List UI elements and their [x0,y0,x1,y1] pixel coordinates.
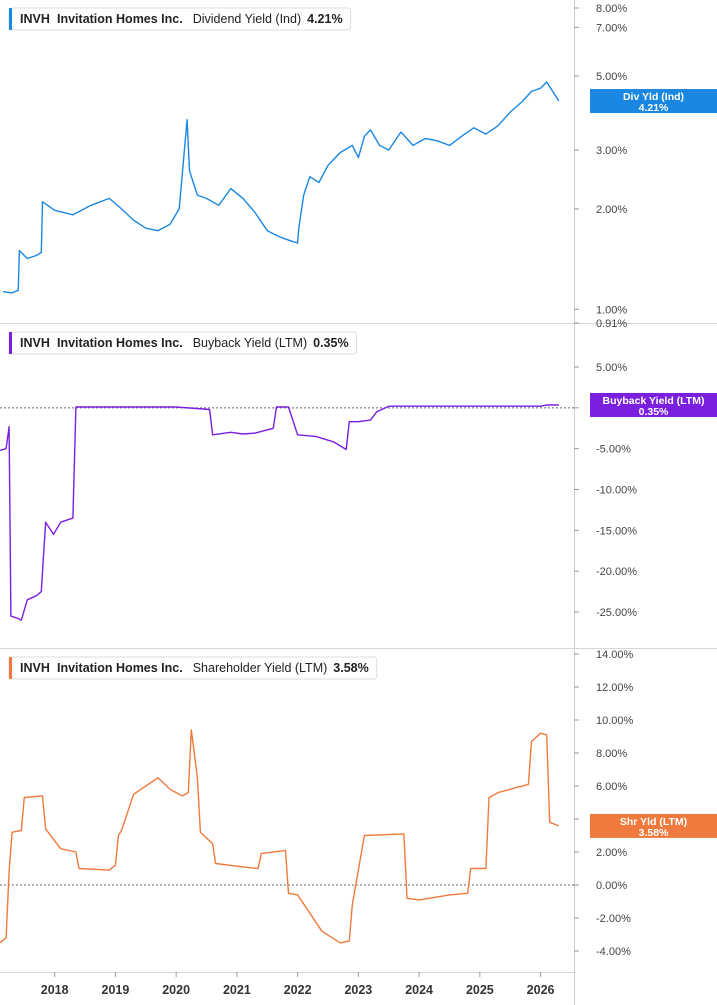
x-tick-label: 2024 [405,983,433,997]
x-tick-label: 2018 [41,983,69,997]
legend-ticker: INVH [20,12,50,26]
panel-dividend-yield: 8.00%7.00%5.00%3.00%2.00%1.00%0.91%INVH I… [2,3,717,330]
y-tick-label: 0.91% [596,318,627,330]
y-tick-label: 8.00% [596,748,627,760]
legend-metric: Shareholder Yield (LTM) [193,661,328,675]
y-tick-label: 2.00% [596,847,627,859]
legend-ticker: INVH [20,336,50,350]
x-tick-label: 2023 [344,983,372,997]
y-tick-label: 12.00% [596,682,634,694]
legend-buyback-yield: INVH Invitation Homes Inc. Buyback Yield (… [8,331,358,355]
y-tick-label: -2.00% [596,913,631,925]
value-badge-value: 0.35% [639,406,669,418]
value-badge-buyback-yield: Buyback Yield (LTM)0.35% [590,392,717,418]
legend-dividend-yield: INVH Invitation Homes Inc. Dividend Yield … [8,7,352,31]
y-tick-label: 1.00% [596,304,627,316]
legend-value: 3.58% [333,661,368,675]
x-axis: 2018 2019 2020 2021 2022 2023 2024 2025 2026 [41,972,555,997]
y-tick-label: -5.00% [596,444,631,456]
value-badge-label: Shr Yld (LTM) [620,816,687,828]
legend-color-swatch [9,8,12,30]
y-tick-label: -25.00% [596,607,637,619]
y-tick-label: -10.00% [596,485,637,497]
y-tick-label: 6.00% [596,781,627,793]
x-tick-label: 2025 [466,983,494,997]
legend-color-swatch [9,657,12,679]
value-badge-bg [590,392,717,417]
y-tick-label: 8.00% [596,3,627,15]
x-tick-label: 2020 [162,983,190,997]
value-badge-dividend-yield: Div Yld (Ind)4.21% [590,89,717,114]
value-badge-label: Buyback Yield (LTM) [603,395,705,407]
y-tick-label: 2.00% [596,204,627,216]
series-line-buyback-yield [0,404,559,621]
legend-ticker: INVH [20,661,50,675]
value-badge-shareholder-yield: Shr Yld (LTM)3.58% [590,813,717,839]
y-tick-label: 7.00% [596,22,627,34]
y-tick-label: -4.00% [596,946,631,958]
y-tick-label: 5.00% [596,71,627,83]
legend-color-swatch [9,332,12,354]
y-tick-label: -15.00% [596,525,637,537]
legend-company: Invitation Homes Inc. [57,336,183,350]
x-tick-label: 2022 [284,983,312,997]
y-tick-label: 14.00% [596,649,634,661]
legend-value: 4.21% [307,12,342,26]
y-tick-label: -20.00% [596,566,637,578]
legend-value: 0.35% [313,336,348,350]
x-tick-label: 2019 [102,983,130,997]
legend-metric: Dividend Yield (Ind) [193,12,301,26]
y-tick-label: 3.00% [596,145,627,157]
legend-company: Invitation Homes Inc. [57,12,183,26]
panel-shareholder-yield: 14.00%12.00%10.00%8.00%6.00%4.00%2.00%0.… [0,649,717,958]
y-tick-label: 10.00% [596,715,634,727]
series-line-shareholder-yield [0,729,560,944]
legend-company: Invitation Homes Inc. [57,661,183,675]
panel-buyback-yield: 5.00%0.00%-5.00%-10.00%-15.00%-20.00%-25… [0,331,717,621]
y-tick-label: 0.00% [596,880,627,892]
x-tick-label: 2026 [527,983,555,997]
x-tick-label: 2021 [223,983,251,997]
value-badge-label: Div Yld (Ind) [623,91,684,103]
value-badge-value: 4.21% [639,102,669,114]
series-line-dividend-yield [2,81,560,294]
y-tick-label: 5.00% [596,362,627,374]
value-badge-value: 3.58% [639,827,669,839]
value-badge-bg [590,813,717,838]
legend-metric: Buyback Yield (LTM) [193,336,307,350]
legend-shareholder-yield: INVH Invitation Homes Inc. Shareholder Yie… [8,656,378,680]
value-badge-bg [590,89,717,114]
